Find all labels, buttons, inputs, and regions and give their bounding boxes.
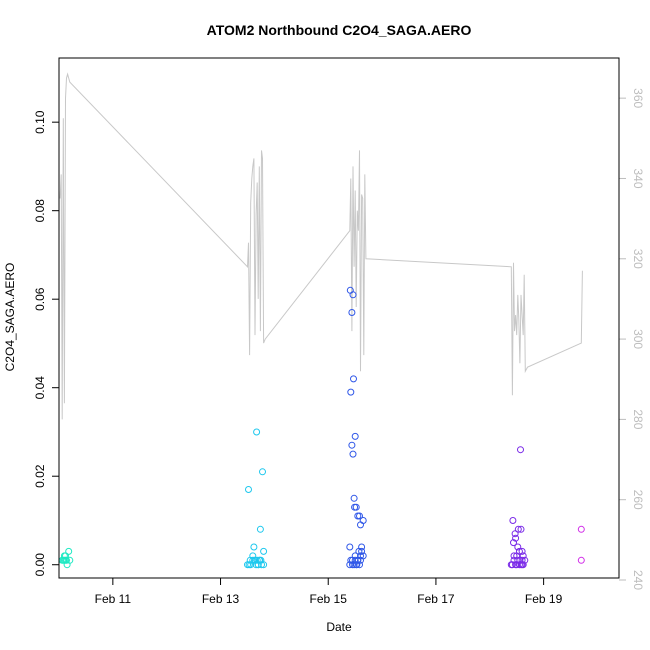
data-point — [577, 556, 585, 564]
data-point — [356, 561, 363, 569]
data-point — [259, 468, 266, 476]
data-point — [260, 547, 268, 555]
data-point — [245, 486, 252, 493]
y-tick-label: 0.06 — [33, 287, 47, 311]
y-tick-label: 0.00 — [33, 553, 47, 577]
data-point — [255, 556, 263, 564]
y2-tick-label: 280 — [631, 409, 645, 429]
y2-tick-label: 300 — [631, 329, 645, 349]
y-tick-label: 0.04 — [33, 376, 47, 400]
data-point — [62, 556, 69, 564]
data-point — [65, 547, 73, 555]
y2-tick-label: 240 — [631, 570, 645, 590]
x-tick-label: Feb 19 — [525, 592, 563, 606]
data-point — [348, 441, 356, 449]
data-point — [256, 525, 264, 533]
data-point — [60, 552, 68, 560]
y-tick-label: 0.10 — [33, 110, 47, 134]
data-point — [354, 556, 362, 564]
data-point — [355, 547, 363, 555]
data-point — [517, 525, 525, 533]
y2-tick-label: 260 — [631, 490, 645, 510]
data-point — [350, 375, 357, 383]
data-point — [512, 534, 520, 542]
data-point — [514, 525, 522, 533]
data-point — [346, 543, 354, 551]
data-point — [577, 525, 585, 533]
data-point — [351, 503, 359, 511]
data-point — [247, 561, 255, 569]
data-point — [258, 561, 265, 569]
data-point — [350, 561, 358, 569]
data-point — [509, 517, 517, 524]
data-point — [518, 556, 526, 564]
scatter-points-layer — [58, 286, 585, 569]
data-point — [348, 309, 356, 316]
x-tick-label: Feb 17 — [417, 592, 455, 606]
data-point — [516, 556, 524, 564]
data-point — [359, 517, 367, 524]
data-point — [518, 547, 526, 555]
data-point — [357, 556, 364, 564]
x-axis-label: Date — [326, 620, 352, 634]
data-point — [358, 547, 366, 555]
data-point — [353, 561, 361, 569]
data-point — [518, 561, 526, 569]
data-point — [508, 561, 516, 569]
secondary-line-layer — [59, 72, 583, 420]
data-point — [250, 543, 258, 551]
y2-tick-label: 360 — [631, 88, 645, 108]
data-point — [350, 494, 358, 502]
data-point — [510, 539, 517, 547]
chart-title: ATOM2 Northbound C2O4_SAGA.AERO — [207, 22, 472, 38]
y2-tick-label: 340 — [631, 168, 645, 188]
data-point — [514, 543, 522, 551]
data-point — [349, 450, 357, 458]
y-tick-label: 0.02 — [33, 464, 47, 488]
data-point — [351, 556, 359, 564]
data-point — [356, 512, 363, 520]
data-point — [253, 556, 261, 564]
y-axis-label: C2O4_SAGA.AERO — [3, 263, 17, 372]
x-tick-label: Feb 15 — [310, 592, 348, 606]
data-point — [66, 556, 74, 564]
data-point — [517, 446, 524, 454]
data-point — [351, 432, 359, 440]
data-point — [510, 552, 518, 560]
data-point — [519, 552, 527, 560]
x-tick-label: Feb 13 — [202, 592, 240, 606]
x-tick-label: Feb 11 — [95, 592, 132, 606]
data-point — [347, 388, 355, 396]
plot-frame — [58, 57, 620, 579]
y-tick-label: 0.08 — [33, 199, 47, 223]
secondary-series-line — [59, 72, 583, 420]
y2-tick-label: 320 — [631, 249, 645, 269]
data-point — [346, 286, 354, 294]
data-point — [515, 547, 523, 555]
data-point — [253, 428, 261, 436]
